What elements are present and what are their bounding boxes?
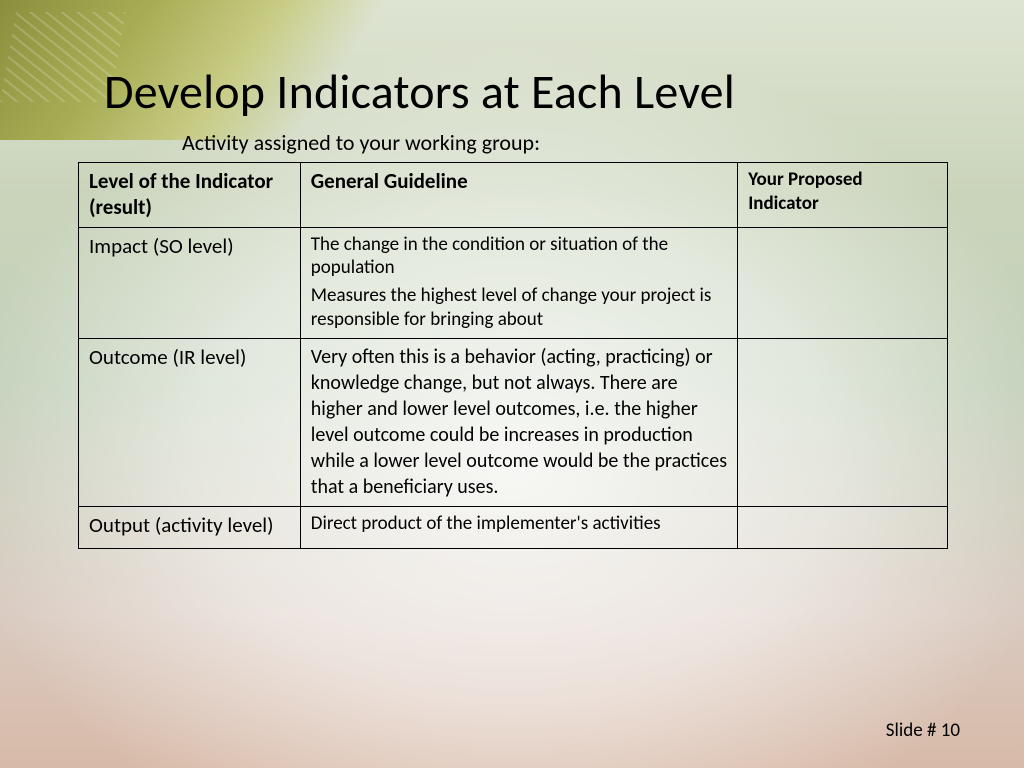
guideline-cell: Direct product of the implementer's acti… — [300, 506, 737, 548]
slide-subtitle: Activity assigned to your working group: — [0, 129, 1024, 160]
table-row: Output (activity level) Direct product o… — [79, 506, 948, 548]
level-cell: Impact (SO level) — [79, 227, 301, 338]
col-header-level: Level of the Indicator (result) — [79, 163, 301, 228]
proposed-cell — [738, 227, 948, 338]
level-cell: Output (activity level) — [79, 506, 301, 548]
indicators-table: Level of the Indicator (result) General … — [78, 162, 948, 549]
proposed-cell — [738, 338, 948, 506]
col-header-guideline: General Guideline — [300, 163, 737, 228]
table-header-row: Level of the Indicator (result) General … — [79, 163, 948, 228]
guideline-cell: Very often this is a behavior (acting, p… — [300, 338, 737, 506]
level-cell: Outcome (IR level) — [79, 338, 301, 506]
proposed-cell — [738, 506, 948, 548]
guideline-para: The change in the condition or situation… — [311, 233, 727, 281]
slide-title: Develop Indicators at Each Level — [0, 0, 1024, 129]
guideline-para: Direct product of the implementer's acti… — [311, 512, 727, 536]
slide-number: Slide # 10 — [886, 719, 960, 742]
guideline-para: Measures the highest level of change you… — [311, 284, 727, 332]
col-header-proposed: Your Proposed Indicator — [738, 163, 948, 228]
table-row: Outcome (IR level) Very often this is a … — [79, 338, 948, 506]
table-row: Impact (SO level) The change in the cond… — [79, 227, 948, 338]
guideline-para: Very often this is a behavior (acting, p… — [311, 344, 727, 500]
slide-content: Develop Indicators at Each Level Activit… — [0, 0, 1024, 768]
guideline-cell: The change in the condition or situation… — [300, 227, 737, 338]
